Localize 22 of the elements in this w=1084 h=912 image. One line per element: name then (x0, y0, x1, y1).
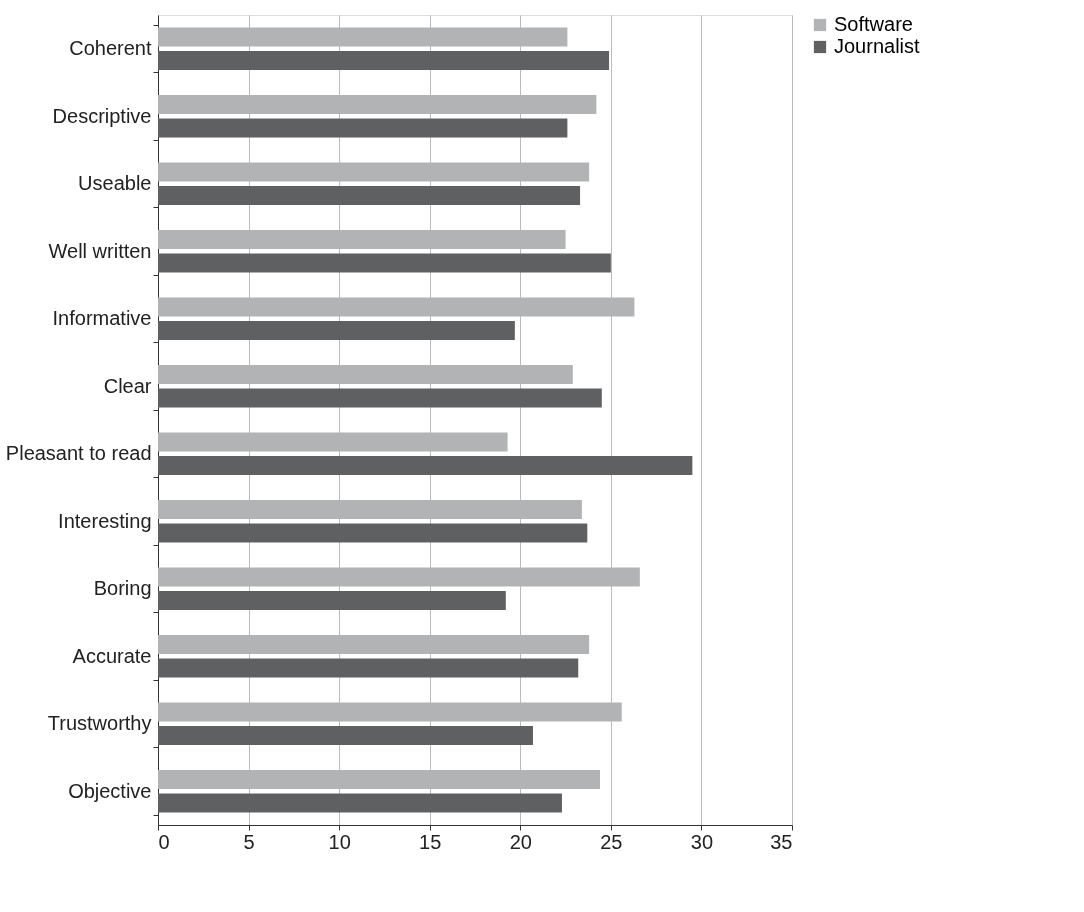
legend-label: Software (834, 13, 913, 35)
x-tick-label: 30 (690, 830, 714, 853)
y-tick-label: Boring (93, 577, 152, 600)
y-tick-label: Accurate (72, 644, 152, 667)
x-tick-label: 15 (419, 830, 442, 853)
x-tick-label: 35 (770, 830, 793, 853)
x-tick-label: 5 (243, 830, 255, 853)
y-tick-label: Useable (78, 172, 152, 195)
x-tick-label: 10 (328, 830, 351, 853)
x-tick-label: 0 (158, 830, 170, 853)
y-tick-label: Well written (48, 239, 152, 262)
legend-label: Journalist (834, 35, 921, 57)
y-tick-label: Clear (103, 374, 152, 397)
y-tick-label: Objective (68, 779, 152, 802)
y-tick-label: Trustworthy (47, 712, 152, 735)
y-tick-label: Pleasant to read (5, 442, 152, 465)
y-tick-label: Descriptive (52, 104, 152, 127)
y-tick-label: Interesting (58, 509, 152, 532)
x-tick-label: 25 (600, 830, 623, 853)
x-tick-label: 20 (509, 830, 532, 853)
y-tick-label: Informative (52, 307, 152, 330)
y-tick-label: Coherent (69, 37, 152, 60)
